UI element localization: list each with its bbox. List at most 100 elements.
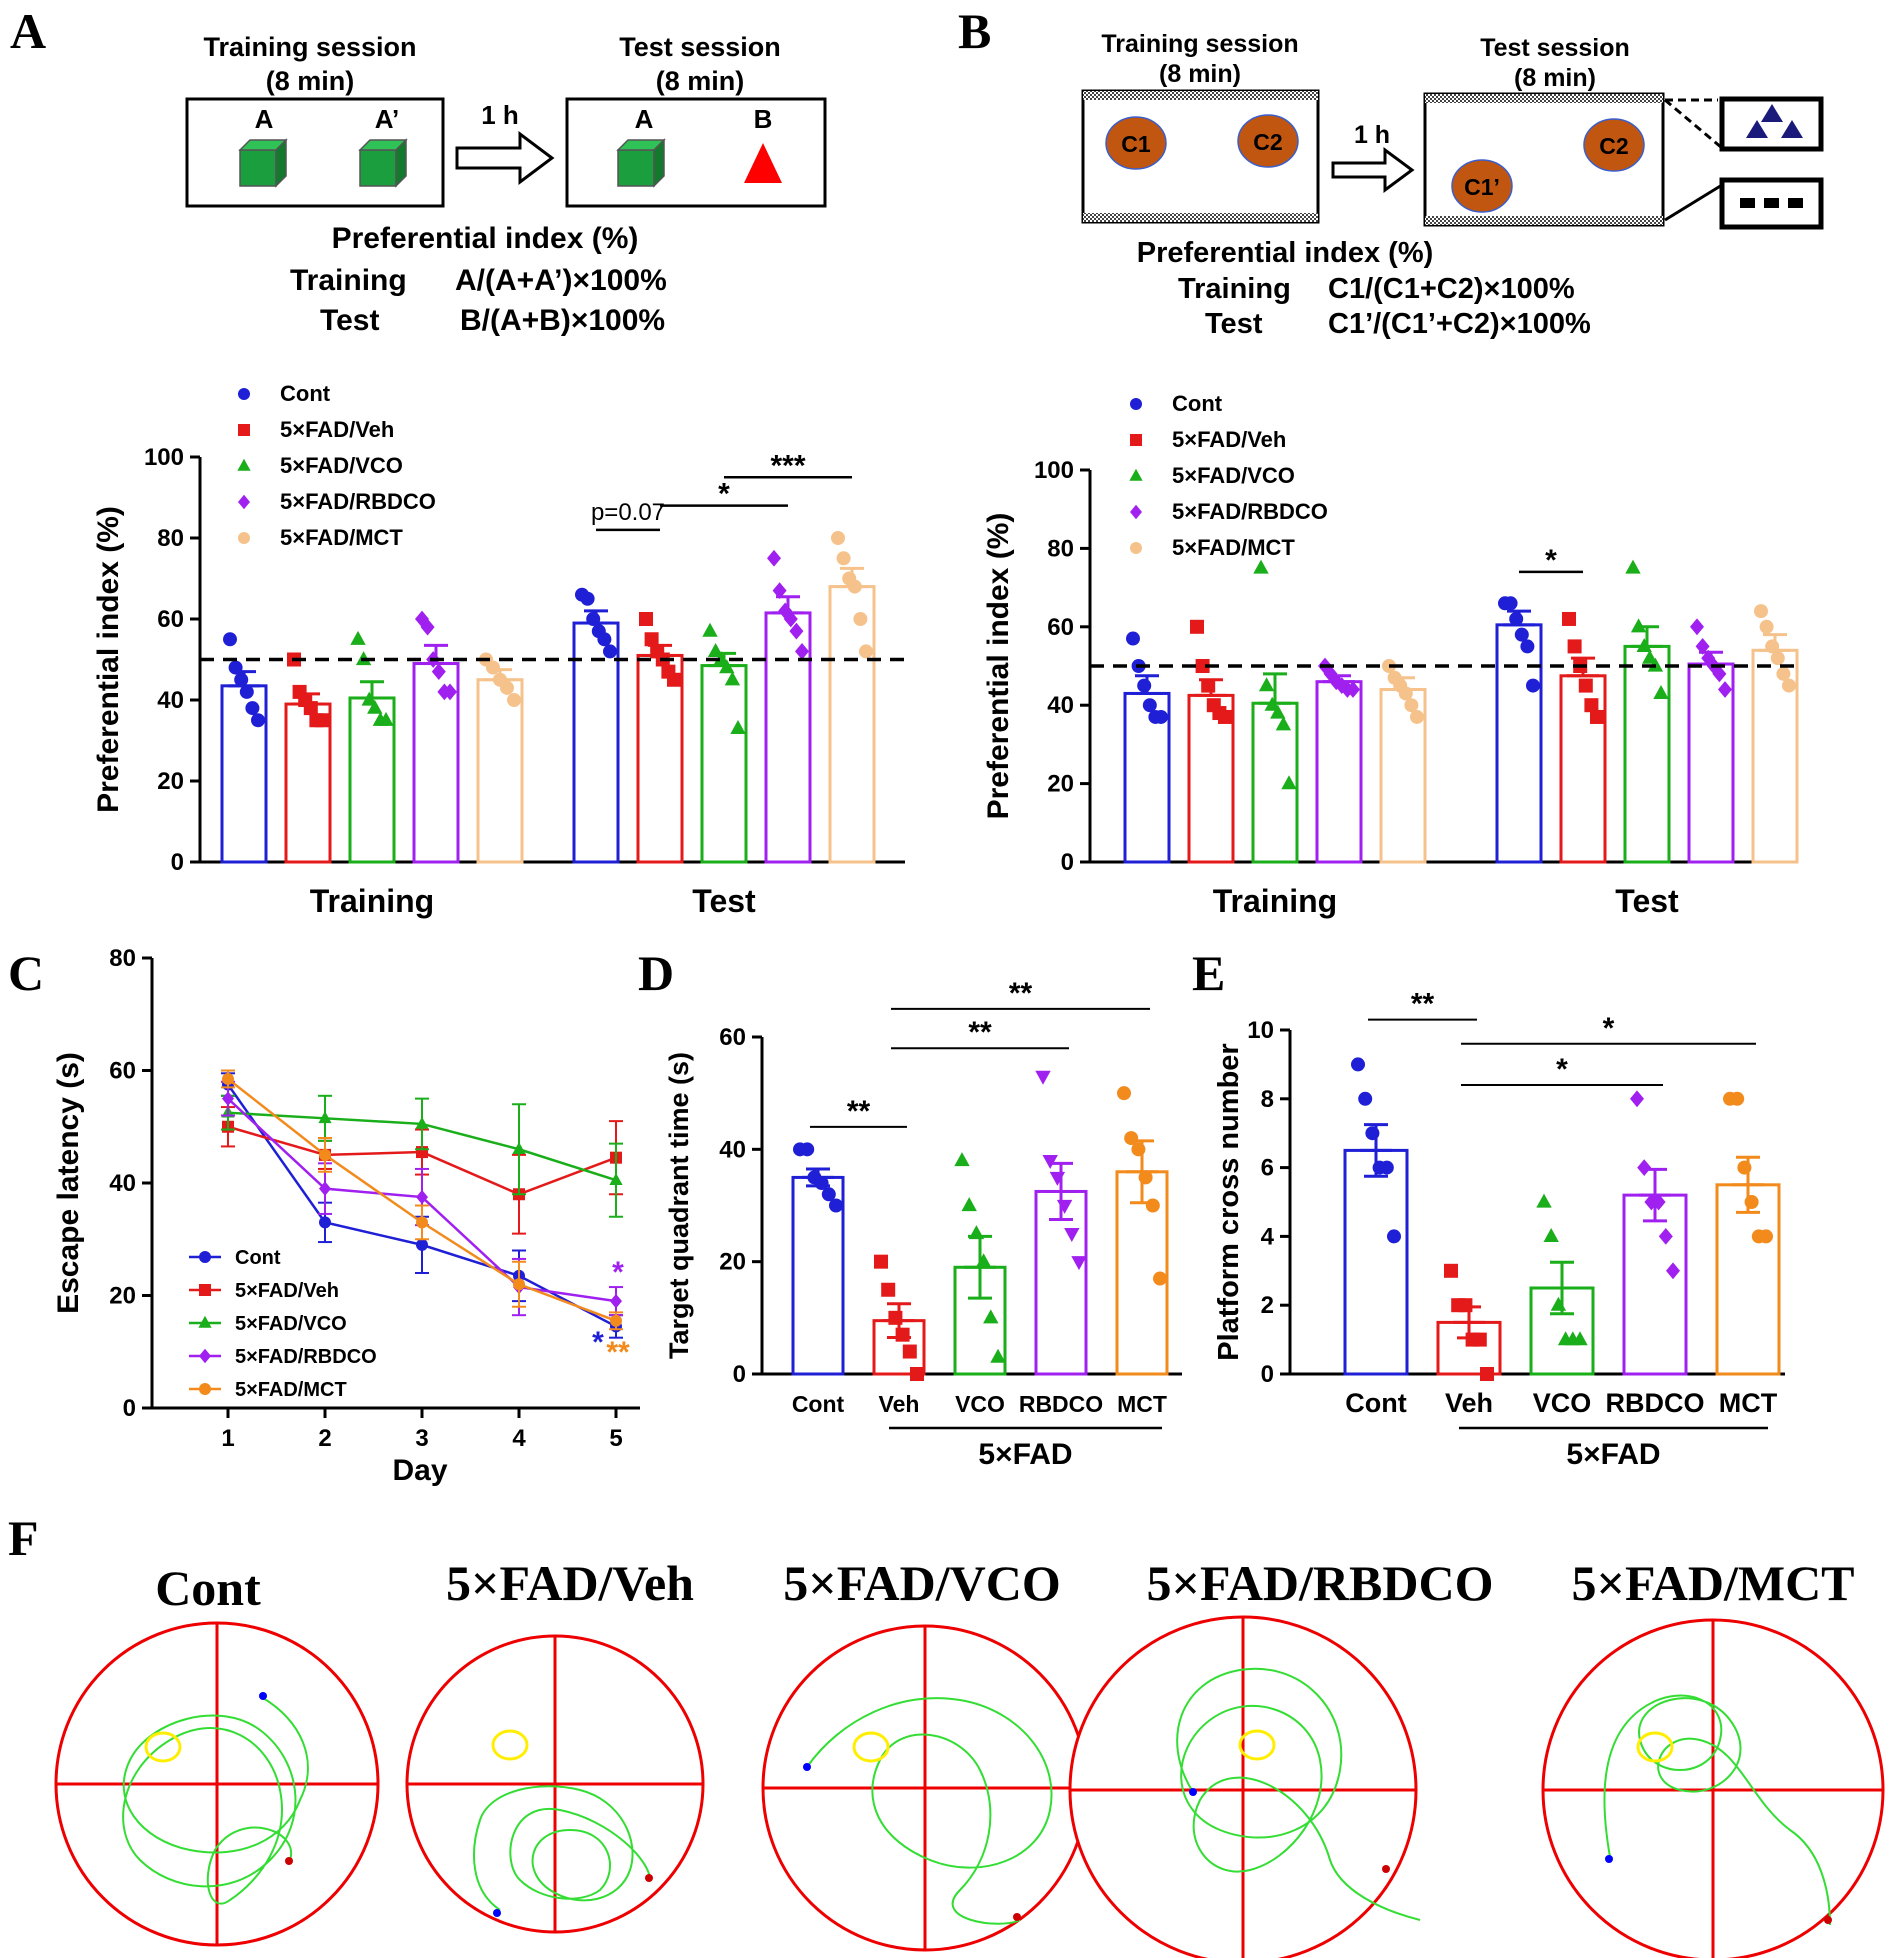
b-cue-triangle-3	[1781, 120, 1803, 138]
chart-a-data-point	[586, 612, 601, 626]
chart-e-category-label: RBDCO	[1606, 1388, 1705, 1418]
chart-d-group-label: 5×FAD	[978, 1438, 1072, 1471]
chart-e-y-tick-label: 4	[1261, 1223, 1275, 1250]
f-title-rbdco: 5×FAD/RBDCO	[1147, 1555, 1494, 1611]
b-test-duration: (8 min)	[1514, 64, 1596, 92]
chart-a-data-point	[486, 660, 500, 675]
object-c2-test	[1583, 118, 1645, 172]
chart-a-data-point	[713, 651, 729, 666]
chart-b-data-point	[1718, 681, 1732, 698]
chart-d-y-tick-label: 20	[719, 1249, 746, 1276]
chart-a-bar	[700, 664, 748, 864]
chart-b-legend-label: Cont	[1172, 391, 1223, 416]
panel-b-schematic: Training session (8 min) Test session (8…	[1081, 30, 1824, 340]
b-cue-triangle-2	[1761, 104, 1783, 122]
b-c1-label: C1	[1121, 131, 1151, 157]
chart-e-data-point	[1351, 1057, 1365, 1072]
chart-a-data-point	[223, 632, 237, 647]
a-obj-a2: A	[635, 104, 654, 134]
cube-a2	[616, 138, 666, 188]
chart-a-data-point	[789, 622, 804, 640]
chart-a-significance-label: ***	[770, 449, 805, 482]
chart-b-category-label: Test	[1615, 883, 1679, 919]
chart-b-y-axis-label: Preferential index (%)	[982, 513, 1015, 820]
chart-e-data-point	[1472, 1332, 1487, 1347]
chart-a-significance-label: p=0.07	[591, 499, 665, 526]
chart-e-data-point	[1630, 1090, 1644, 1108]
chart-d-significance-label: **	[847, 1095, 871, 1128]
chart-d-data-point	[1145, 1198, 1160, 1213]
end-dot-mct	[1824, 1916, 1832, 1924]
chart-a-category-label: Test	[692, 883, 756, 919]
chart-b-data-point	[1346, 681, 1360, 698]
chart-a-data-point	[245, 701, 260, 716]
chart-c-significance-label: **	[606, 1336, 630, 1369]
swim-path-vco	[806, 1697, 1053, 1925]
end-dot-rbdco	[1382, 1865, 1390, 1873]
chart-b-data-point	[1625, 559, 1641, 574]
chart-c-y-tick-label: 40	[109, 1170, 136, 1197]
chart-b-data-point	[1154, 709, 1168, 724]
chart-d-data-point	[1035, 1070, 1051, 1085]
a-training-label: Training	[290, 264, 407, 297]
swim-path-mct	[1603, 1694, 1831, 1926]
chart-e-category-label: MCT	[1719, 1388, 1778, 1418]
chart-c-y-axis-label: Escape latency (s)	[52, 1052, 85, 1314]
chart-e-data-point	[1358, 1091, 1373, 1106]
chart-a-data-point	[597, 632, 612, 647]
chart-b-data-point	[1514, 627, 1529, 642]
chart-e-data-point	[1658, 1228, 1673, 1245]
b-training-title: Training session	[1101, 30, 1298, 58]
chart-a-legend-marker	[238, 424, 250, 436]
chart-b-data-point	[1526, 678, 1540, 693]
chart-c-legend-label: 5×FAD/RBDCO	[235, 1346, 377, 1368]
chart-b-legend-label: 5×FAD/MCT	[1172, 535, 1295, 560]
chart-b-data-point	[1690, 618, 1704, 636]
chart-d-data-point	[814, 1176, 829, 1191]
chart-d-data-point	[800, 1142, 815, 1157]
chart-a-data-point	[783, 610, 798, 628]
chart-e-data-point	[1737, 1160, 1752, 1175]
chart-d-data-point	[1131, 1142, 1146, 1157]
chart-a-legend-marker	[238, 494, 250, 510]
chart-e-data-point	[1637, 1159, 1652, 1176]
chart-e-y-tick-label: 6	[1261, 1155, 1274, 1182]
chart-e-data-point	[1759, 1229, 1773, 1244]
chart-d-data-point	[1138, 1170, 1153, 1185]
chart-c-legend-label: 5×FAD/MCT	[235, 1379, 347, 1401]
chart-a-data-point	[315, 713, 329, 728]
chart-a-y-axis-label: Preferential index (%)	[92, 506, 125, 813]
chart-e-data-point	[1387, 1229, 1401, 1244]
chart-a-data-point	[251, 713, 265, 728]
chart-a-y-tick-label: 60	[157, 606, 184, 633]
panel-letter-c: C	[8, 945, 44, 1001]
chart-c-legend-label: 5×FAD/Veh	[235, 1280, 339, 1302]
chart-e-y-tick-label: 2	[1261, 1292, 1274, 1319]
chart-d-category-label: Veh	[879, 1391, 920, 1417]
b-training-formula: C1/(C1+C2)×100%	[1328, 273, 1575, 305]
chart-e-data-point	[1651, 1193, 1666, 1211]
chart-b-category-label: Training	[1213, 883, 1337, 919]
chart-b-data-point	[1270, 704, 1286, 719]
chart-b-data-point	[1264, 696, 1280, 711]
chart-c-data-point	[319, 1181, 331, 1196]
chart-b-data-point	[1636, 638, 1652, 652]
chart-e-data-point	[1543, 1228, 1559, 1242]
chart-a-data-point	[847, 579, 862, 594]
maze-vco	[761, 1624, 1089, 1952]
chart-e-significance-label: *	[1556, 1053, 1568, 1086]
chart-b-y-tick-label: 80	[1047, 535, 1074, 562]
b-cue-dash-3	[1788, 198, 1803, 208]
chart-d-data-point	[829, 1198, 843, 1213]
chart-a-data-point	[580, 591, 595, 606]
f-title-vco: 5×FAD/VCO	[783, 1555, 1061, 1611]
chart-d-category-label: MCT	[1117, 1391, 1167, 1417]
platform-mct	[1636, 1731, 1674, 1763]
chart-e-y-tick-label: 10	[1247, 1017, 1274, 1044]
a-test-arena	[565, 97, 827, 208]
chart-d-data-point	[902, 1344, 917, 1359]
chart-d-data-point	[983, 1309, 999, 1324]
chart-a-data-point	[853, 612, 868, 626]
